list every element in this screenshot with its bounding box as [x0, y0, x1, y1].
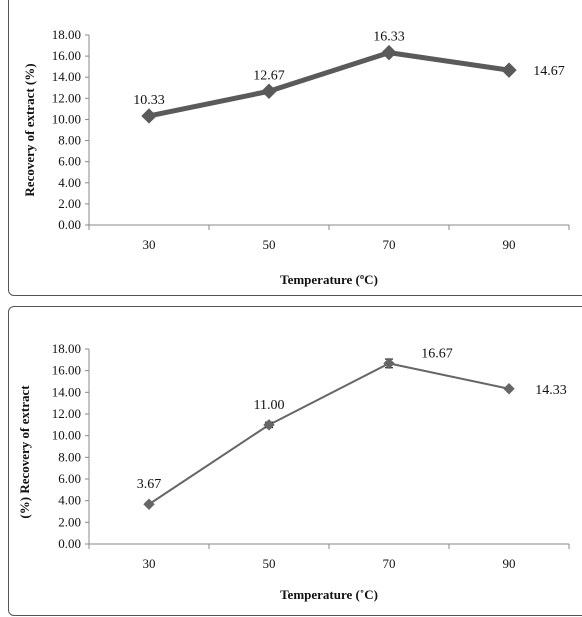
chart-2-data-point: [383, 357, 395, 370]
chart-2-data-point: [143, 498, 155, 510]
chart-2-x-tick-label: 70: [383, 556, 396, 571]
chart-1-data-label: 16.33: [373, 30, 405, 45]
chart-2-x-tick-label: 30: [143, 556, 156, 571]
chart-1-data-point: [381, 44, 397, 61]
chart-1-data-point: [261, 83, 277, 99]
chart-1-y-tick-label: 8.00: [58, 133, 81, 148]
chart-1-y-axis-title: Recovery of extract (%): [22, 63, 37, 196]
chart-1-series-line: [148, 50, 510, 119]
chart-2-x-tick-label: 90: [503, 556, 516, 571]
chart-1-data-label: 12.67: [253, 68, 285, 83]
chart-2-y-tick-label: 16.00: [52, 363, 81, 378]
chart-1-y-tick-label: 12.00: [52, 90, 81, 105]
chart-1-y-tick-label: 2.00: [58, 196, 81, 211]
chart-panel-1: 0.00 2.00 4.00 6.00 8.00 10.00 12.00 14.00 16.00…: [8, 0, 582, 296]
chart-2-x-tick-label: 50: [263, 556, 276, 571]
chart-1-y-tick-label: 6.00: [58, 154, 81, 169]
chart-2-data-point: [263, 419, 275, 431]
chart-1-y-tick-label: 14.00: [52, 69, 81, 84]
chart-1-data-label: 10.33: [133, 93, 165, 108]
chart-1-data-point: [501, 62, 517, 78]
chart-2-y-axis-title: (%) Recovery of extract: [17, 385, 32, 519]
chart-1-y-tick-label: 16.00: [52, 48, 81, 63]
chart-1-x-tick-label: 70: [383, 237, 396, 252]
chart-1-y-tick-label: 0.00: [58, 217, 81, 232]
chart-2-x-axis-title: Temperature (˚C): [280, 587, 378, 602]
chart-2-y-tick-label: 2.00: [58, 514, 81, 529]
chart-1-x-tick-label: 90: [503, 237, 516, 252]
chart-2-data-label: 3.67: [137, 477, 162, 492]
chart-1-data-point: [141, 108, 157, 124]
chart-2-y-tick-label: 0.00: [58, 536, 81, 551]
chart-2-data-label: 11.00: [254, 398, 285, 413]
chart-2-svg: 0.00 2.00 4.00 6.00 8.00 10.00 12.00 14.00 16.00…: [17, 341, 570, 602]
chart-1-data-label: 14.67: [533, 64, 565, 79]
chart-1-y-tick-label: 18.00: [52, 27, 81, 42]
chart-2-data-label: 16.67: [421, 346, 453, 361]
chart-1-y-tick-label: 10.00: [52, 111, 81, 126]
chart-2-y-tick-label: 6.00: [58, 471, 81, 486]
chart-2-y-tick-label: 18.00: [52, 341, 81, 356]
chart-1-x-tick-label: 30: [143, 237, 156, 252]
chart-1-x-axis-title: Temperature (ºC): [280, 272, 378, 287]
chart-2-data-point: [503, 383, 515, 395]
chart-1-svg: 0.00 2.00 4.00 6.00 8.00 10.00 12.00 14.00 16.00…: [22, 27, 570, 287]
chart-1-x-tick-label: 50: [263, 237, 276, 252]
chart-2-data-label: 14.33: [535, 383, 567, 398]
chart-panel-2: 0.00 2.00 4.00 6.00 8.00 10.00 12.00 14.00 16.00…: [8, 306, 582, 616]
chart-2-series-line: [148, 362, 510, 506]
chart-2-y-tick-label: 8.00: [58, 449, 81, 464]
chart-2-y-tick-label: 14.00: [52, 384, 81, 399]
chart-2-y-tick-label: 4.00: [58, 493, 81, 508]
chart-1-y-tick-label: 4.00: [58, 175, 81, 190]
chart-2-y-tick-label: 12.00: [52, 406, 81, 421]
chart-2-y-tick-label: 10.00: [52, 428, 81, 443]
